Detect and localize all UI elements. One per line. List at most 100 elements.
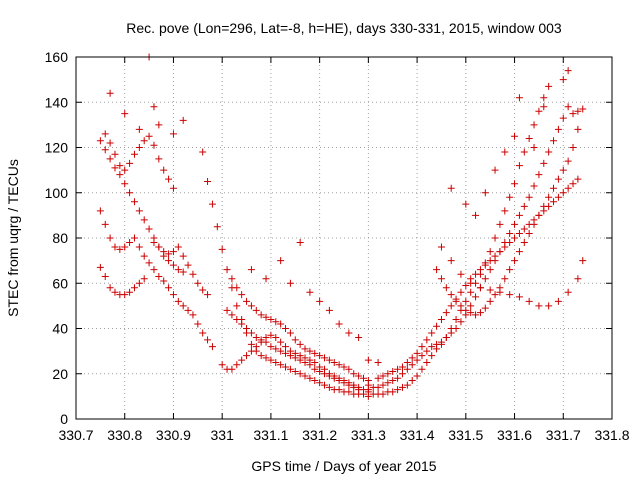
data-point (433, 322, 441, 330)
data-point (130, 198, 138, 206)
data-point (189, 311, 197, 319)
data-point (233, 315, 241, 323)
data-point (506, 266, 514, 274)
data-point (408, 354, 416, 362)
data-point (306, 347, 314, 355)
data-point (135, 243, 143, 251)
data-point (364, 381, 372, 389)
data-point (437, 275, 445, 283)
data-point (569, 180, 577, 188)
data-point (515, 248, 523, 256)
data-point (506, 239, 514, 247)
data-point (286, 329, 294, 337)
data-point (272, 358, 280, 366)
data-point (277, 320, 285, 328)
data-point (472, 293, 480, 301)
data-point (296, 356, 304, 364)
data-point (496, 248, 504, 256)
data-point (403, 358, 411, 366)
data-point (184, 306, 192, 314)
data-point (121, 110, 129, 118)
data-point (165, 250, 173, 258)
data-point (130, 234, 138, 242)
data-point (262, 354, 270, 362)
data-point (316, 297, 324, 305)
data-point (452, 297, 460, 305)
data-point (564, 288, 572, 296)
data-point (243, 297, 251, 305)
data-point (106, 89, 114, 97)
y-tick-label: 140 (45, 94, 69, 110)
x-tick-label: 331.5 (448, 427, 483, 443)
data-point (501, 148, 509, 156)
data-point (160, 248, 168, 256)
data-point (545, 302, 553, 310)
data-point (379, 381, 387, 389)
data-point (228, 275, 236, 283)
y-tick-label: 40 (52, 321, 68, 337)
data-point (121, 180, 129, 188)
y-tick-label: 120 (45, 140, 69, 156)
data-point (252, 334, 260, 342)
data-point (238, 320, 246, 328)
data-point (520, 148, 528, 156)
data-point (472, 311, 480, 319)
data-point (501, 207, 509, 215)
data-point (545, 193, 553, 201)
data-point (306, 374, 314, 382)
data-point (418, 343, 426, 351)
data-point (379, 390, 387, 398)
data-point (174, 297, 182, 305)
data-point (467, 288, 475, 296)
y-tick-label: 80 (52, 230, 68, 246)
data-point (316, 367, 324, 375)
data-point (428, 329, 436, 337)
data-point (515, 293, 523, 301)
data-point (447, 302, 455, 310)
data-point (174, 266, 182, 274)
data-point (150, 141, 158, 149)
data-point (257, 311, 265, 319)
data-point (574, 275, 582, 283)
data-point (511, 132, 519, 140)
data-point (335, 386, 343, 394)
data-point (554, 193, 562, 201)
data-point (545, 148, 553, 156)
data-point (491, 166, 499, 174)
data-point (486, 266, 494, 274)
x-tick-label: 330.9 (156, 427, 191, 443)
data-point (204, 336, 212, 344)
data-point (481, 189, 489, 197)
data-point (135, 125, 143, 133)
data-point (501, 275, 509, 283)
data-point (165, 175, 173, 183)
data-point (540, 159, 548, 167)
data-point (579, 257, 587, 265)
data-point (140, 252, 148, 260)
data-point (184, 261, 192, 269)
data-point (486, 297, 494, 305)
data-point (554, 125, 562, 133)
data-point (447, 184, 455, 192)
data-point (384, 370, 392, 378)
data-point (267, 356, 275, 364)
data-point (311, 377, 319, 385)
data-point (345, 388, 353, 396)
y-tick-label: 160 (45, 49, 69, 65)
data-point (267, 315, 275, 323)
data-point (247, 347, 255, 355)
data-point (116, 245, 124, 253)
data-point (179, 116, 187, 124)
data-point (204, 291, 212, 299)
data-point (403, 381, 411, 389)
data-point (116, 162, 124, 170)
data-point (491, 234, 499, 242)
data-point (213, 223, 221, 231)
data-point (296, 340, 304, 348)
data-point (111, 150, 119, 158)
data-point (111, 243, 119, 251)
data-point (126, 189, 134, 197)
data-point (350, 370, 358, 378)
data-point (413, 349, 421, 357)
data-point (325, 306, 333, 314)
